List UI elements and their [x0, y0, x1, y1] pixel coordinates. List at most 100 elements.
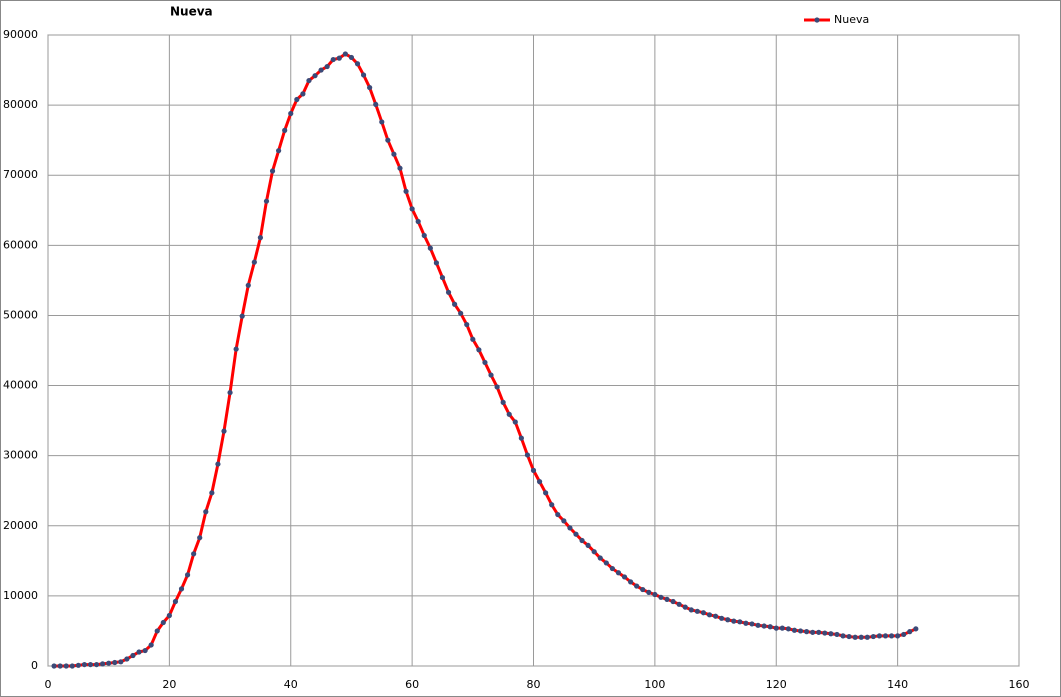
data-point: [112, 659, 118, 666]
data-point: [822, 630, 828, 636]
data-point: [567, 525, 573, 531]
data-point: [93, 661, 100, 668]
data-point: [124, 656, 130, 662]
data-point: [300, 91, 306, 97]
data-point: [239, 313, 245, 319]
data-point: [166, 612, 172, 619]
data-point: [779, 625, 785, 631]
data-point: [506, 411, 512, 417]
data-point: [615, 570, 622, 576]
data-point: [755, 622, 761, 628]
data-point: [603, 560, 609, 566]
data-point: [494, 384, 500, 390]
data-point: [452, 301, 458, 307]
data-point: [591, 549, 597, 555]
data-point: [360, 72, 367, 78]
data-point: [227, 389, 233, 396]
legend-label: Nueva: [834, 13, 869, 26]
data-point: [87, 661, 94, 668]
data-point: [767, 624, 773, 630]
data-point: [706, 612, 713, 618]
data-point: [282, 127, 288, 133]
data-point: [221, 428, 227, 434]
data-point: [154, 628, 160, 634]
data-point: [682, 604, 688, 610]
data-point: [318, 67, 324, 73]
data-point: [136, 649, 142, 655]
data-point: [312, 73, 318, 79]
data-point: [737, 619, 743, 625]
data-point: [731, 618, 737, 624]
data-point: [518, 435, 524, 441]
x-tick-label: 40: [284, 678, 298, 691]
x-tick-label: 20: [162, 678, 176, 691]
data-point: [694, 608, 700, 614]
data-point: [348, 54, 355, 61]
data-point: [901, 631, 907, 638]
data-point: [785, 626, 791, 632]
data-point: [810, 629, 816, 635]
legend-marker: [814, 17, 820, 23]
data-point: [470, 336, 476, 342]
data-point: [652, 591, 658, 598]
data-point: [579, 537, 585, 544]
data-point: [700, 610, 707, 616]
data-point: [561, 518, 567, 524]
data-point: [191, 551, 197, 557]
data-point: [100, 661, 106, 667]
data-point: [543, 490, 549, 496]
data-point: [609, 565, 615, 572]
data-point: [895, 633, 901, 639]
data-point: [251, 259, 257, 265]
data-point: [69, 663, 75, 669]
data-point: [245, 282, 251, 288]
data-point: [597, 555, 603, 561]
data-point: [172, 598, 179, 605]
data-point: [391, 151, 397, 157]
x-tick-label: 160: [1009, 678, 1030, 691]
data-point: [725, 617, 731, 623]
data-point: [294, 96, 300, 103]
data-point: [373, 101, 379, 108]
data-point: [791, 627, 798, 633]
data-point: [160, 619, 166, 626]
x-tick-label: 60: [405, 678, 419, 691]
data-point: [439, 274, 446, 281]
data-point: [233, 346, 239, 352]
x-tick-label: 80: [527, 678, 541, 691]
data-point: [658, 594, 664, 600]
data-point: [403, 188, 409, 194]
data-point: [118, 659, 124, 665]
data-point: [664, 596, 670, 602]
data-point: [555, 511, 561, 518]
data-point: [803, 629, 810, 635]
y-tick-label: 0: [31, 659, 38, 672]
data-point: [51, 663, 57, 669]
data-point: [864, 634, 870, 640]
data-point: [142, 647, 148, 654]
chart-title: Nueva: [170, 5, 213, 19]
data-point: [342, 51, 348, 57]
x-tick-label: 140: [887, 678, 908, 691]
data-point: [876, 633, 883, 639]
data-point: [646, 589, 652, 595]
data-point: [846, 633, 852, 640]
x-tick-label: 100: [644, 678, 665, 691]
data-point: [106, 660, 112, 666]
data-point: [840, 633, 846, 639]
data-point: [354, 61, 361, 67]
y-tick-label: 20000: [3, 519, 38, 532]
data-point: [415, 218, 421, 225]
data-point: [536, 479, 543, 485]
data-point: [306, 77, 312, 84]
data-point: [719, 615, 725, 621]
data-point: [749, 621, 755, 627]
data-point: [130, 652, 136, 659]
data-point: [816, 629, 822, 635]
data-point: [458, 310, 464, 316]
data-point: [634, 583, 640, 589]
data-point: [834, 631, 840, 638]
data-point: [512, 419, 518, 425]
data-point: [464, 321, 470, 328]
